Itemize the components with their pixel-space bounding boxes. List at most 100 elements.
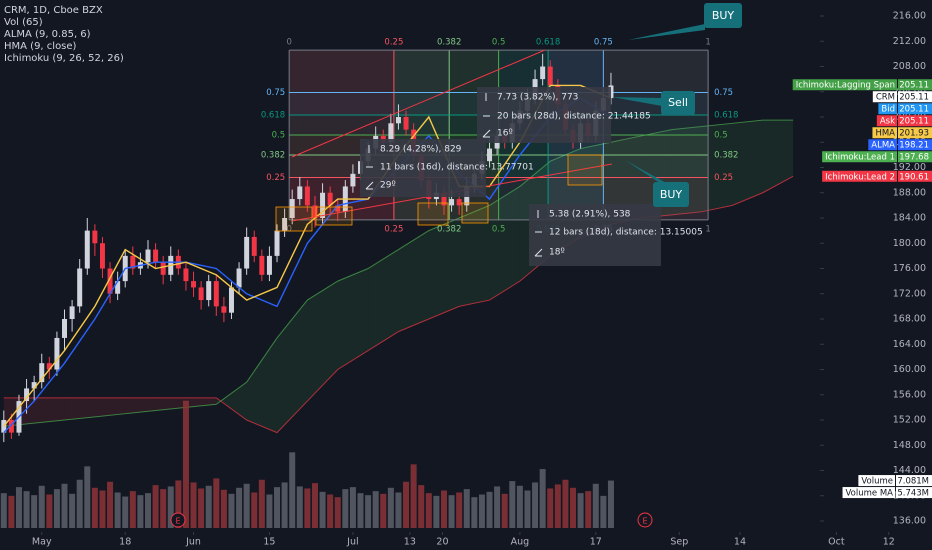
candle-body — [99, 243, 105, 269]
volume-bar — [319, 491, 326, 528]
fib-label-left: 0.75 — [266, 88, 285, 98]
icon — [365, 181, 374, 190]
tag-name: HMA — [875, 129, 895, 139]
legend-item: Ichimoku (9, 26, 52, 26) — [4, 53, 124, 64]
tag-value-bg — [896, 475, 932, 487]
fib-label-bottom: 0.382 — [437, 224, 461, 234]
candle-body — [304, 186, 310, 206]
range-box — [567, 154, 603, 186]
price-tag: 201.93 HMA — [872, 127, 932, 139]
x-tick-label: Aug — [511, 537, 530, 548]
candle-body — [297, 186, 303, 200]
cloud-segment — [762, 120, 794, 193]
callout-bg — [653, 182, 689, 207]
volume-bar — [243, 483, 250, 528]
x-tick-label: Sep — [670, 537, 688, 548]
volume-bar — [236, 487, 243, 528]
ma-line — [3, 97, 612, 434]
tag-name-bg — [792, 79, 897, 91]
candle-body — [46, 363, 52, 370]
x-tick-label: 20 — [436, 537, 448, 548]
y-tick-label: 176.00 — [893, 263, 926, 274]
cloud-segment — [459, 205, 490, 307]
volume-bar — [144, 493, 151, 528]
event-marker: E — [637, 512, 653, 528]
measure-bars: 12 bars (18d), distance: 13.15005 — [549, 228, 703, 238]
volume-bar — [114, 492, 121, 528]
y-tick-label: 180.00 — [893, 238, 926, 249]
y-tick-label: 160.00 — [893, 364, 926, 375]
tag-name-bg — [858, 475, 895, 487]
tag-name-bg — [878, 103, 897, 115]
y-tick-label: 212.00 — [893, 36, 926, 47]
candle-body — [320, 192, 326, 218]
volume-bar — [448, 495, 455, 528]
icon — [534, 248, 543, 257]
candle-body — [198, 287, 204, 301]
candle-body — [259, 255, 265, 275]
volume-bar — [440, 490, 447, 528]
candle-body — [312, 205, 318, 218]
candle-body — [160, 262, 166, 275]
cloud-segment — [732, 120, 763, 206]
tag-name-bg — [822, 151, 897, 163]
tag-value-bg — [898, 170, 932, 182]
y-tick-label: 172.00 — [893, 288, 926, 299]
tag-name: Volume — [861, 477, 893, 487]
fib-label-right: 0.75 — [714, 88, 733, 98]
fib-label-top: 0.25 — [384, 38, 403, 48]
volume-bar — [213, 478, 220, 528]
candle-body — [251, 236, 257, 256]
volume-bar — [84, 466, 91, 528]
cloud-line — [3, 175, 794, 434]
volume-bar — [334, 497, 341, 528]
measure-bg — [529, 204, 661, 266]
tag-name-bg — [822, 170, 897, 182]
tag-value: 190.61 — [899, 172, 929, 182]
volume-bar — [562, 479, 569, 528]
tag-value: 197.68 — [899, 153, 929, 163]
volume-bar — [198, 488, 205, 528]
tag-value: 7.081M — [897, 477, 929, 487]
tag-value-bg — [898, 139, 932, 151]
fib-label-top: 0.75 — [594, 38, 613, 48]
candle-body — [449, 199, 455, 206]
cloud-segment — [246, 337, 278, 433]
y-tick-label: 136.00 — [893, 516, 926, 527]
tag-name-bg — [868, 139, 897, 151]
volume-bar — [486, 491, 493, 528]
volume-bar — [15, 487, 22, 528]
tag-value: 205.11 — [899, 105, 929, 115]
volume-bar — [327, 494, 334, 528]
range-box — [461, 202, 489, 224]
fib-label-right: 0.618 — [714, 110, 738, 120]
volume-bar — [585, 491, 592, 528]
range-box — [275, 206, 313, 232]
measure-change: 7.73 (3.82%), 773 — [497, 93, 578, 103]
volume-bar — [175, 480, 182, 528]
tag-value: 5.743M — [897, 489, 929, 499]
tag-name: Ichimoku:Lagging Span — [796, 81, 895, 91]
volume-bar — [577, 493, 584, 528]
range-box — [417, 202, 449, 226]
cloud-segment — [702, 123, 733, 212]
volume-bar — [281, 482, 288, 528]
price-tag: 197.68 Ichimoku:Lead 1 — [822, 151, 932, 163]
callout-pointer — [628, 24, 705, 40]
candle-body — [540, 66, 546, 80]
volume-bar — [570, 487, 577, 528]
candle-body — [8, 420, 14, 433]
tag-name-bg — [872, 127, 897, 139]
candle-body — [456, 199, 462, 206]
x-tick-label: 18 — [119, 537, 131, 548]
volume-bar — [152, 485, 159, 528]
candle-body — [77, 268, 83, 307]
x-tick-label: May — [32, 537, 52, 548]
tag-value-bg — [898, 79, 932, 91]
volume-bar — [160, 489, 167, 528]
tag-value-bg — [898, 115, 932, 127]
volume-bar — [311, 483, 318, 528]
volume-bar — [38, 485, 45, 528]
fib-label-left: 0.618 — [261, 110, 285, 120]
measure-box: 7.73 (3.82%), 773 20 bars (28d), distanc… — [477, 87, 651, 143]
